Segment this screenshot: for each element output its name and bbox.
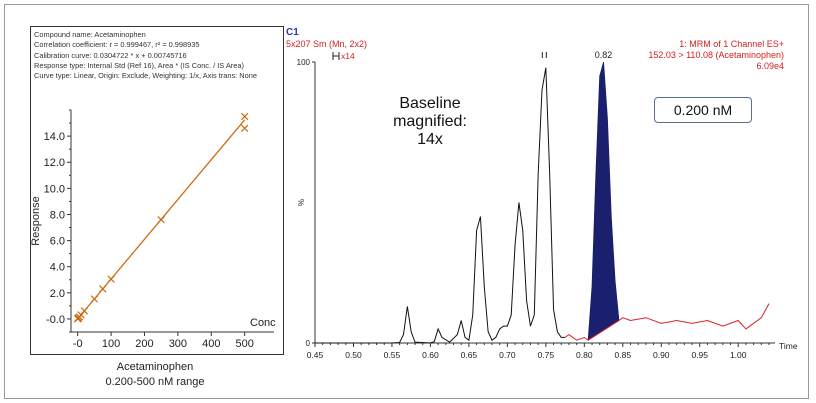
calibration-curve-line: Calibration curve: 0.0304722 * x + 0.007… [34,50,187,60]
baseline-note-line: Baseline [399,95,461,112]
compound-name-line: Compound name: Acetaminophen [34,30,146,39]
calibration-info: Compound name: Acetaminophen Correlation… [34,30,284,81]
concentration-label-box: 0.200 nM [654,97,752,123]
curve-type-line: Curve type: Linear, Origin: Exclude, Wei… [34,71,257,81]
baseline-annotation: Baseline magnified: 14x [360,95,500,149]
baseline-note-line: magnified: [393,113,467,130]
baseline-note-line: 14x [417,131,443,148]
caption-compound: Acetaminophen [116,361,194,373]
response-type-line: Response type: Internal Std (Ref 16), Ar… [34,60,244,70]
caption-range: 0.200-500 nM range [105,376,205,388]
calibration-caption: Acetaminophen 0.200-500 nM range [60,360,250,390]
correlation-line: Correlation coefficient: r = 0.999467, r… [34,40,200,50]
